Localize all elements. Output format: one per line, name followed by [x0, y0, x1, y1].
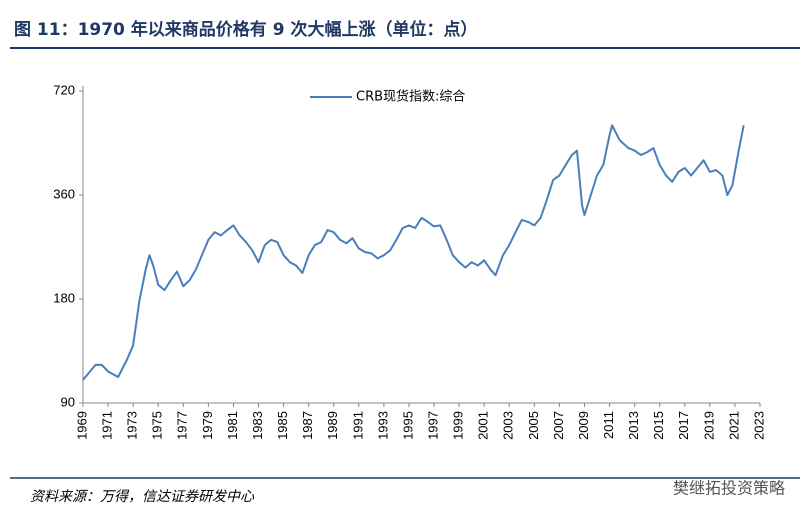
- x-tick-label: 1973: [125, 411, 140, 440]
- x-tick-label: 1975: [150, 411, 165, 440]
- x-tick-label: 2001: [476, 411, 491, 440]
- x-tick-label: 2003: [501, 411, 516, 440]
- y-tick-label: 90: [61, 394, 75, 409]
- x-tick-label: 1983: [250, 411, 265, 440]
- source-note: 资料来源：万得，信达证券研发中心: [30, 489, 255, 505]
- series-line: [82, 124, 745, 381]
- x-tick-label: 1979: [200, 411, 215, 440]
- x-tick-label: 2017: [676, 411, 691, 440]
- y-tick-label: 180: [53, 290, 75, 305]
- x-tick-label: 1993: [375, 411, 390, 440]
- chart-title: 图 11：1970 年以来商品价格有 9 次大幅上涨（单位：点）: [14, 19, 477, 40]
- x-tick-label: 2015: [651, 411, 666, 440]
- y-tick-label: 720: [53, 82, 75, 97]
- x-tick-label: 1969: [74, 411, 89, 440]
- x-tick-label: 2011: [601, 411, 616, 439]
- x-tick-label: 1987: [300, 411, 315, 440]
- x-tick-label: 2021: [726, 411, 741, 440]
- x-tick-label: 1985: [275, 411, 290, 440]
- x-tick-label: 1999: [451, 411, 466, 440]
- x-tick-label: 1991: [350, 411, 365, 440]
- y-tick-label: 360: [53, 186, 75, 201]
- x-tick-label: 1995: [400, 411, 415, 440]
- x-tick-label: 1977: [175, 411, 190, 440]
- x-tick-label: 1981: [225, 411, 240, 440]
- x-tick-label: 2007: [551, 411, 566, 440]
- x-tick-label: 2019: [701, 411, 716, 440]
- x-tick-label: 1989: [325, 411, 340, 440]
- legend-label: CRB现货指数:综合: [356, 89, 465, 105]
- x-tick-label: 2009: [576, 411, 591, 440]
- x-tick-label: 2013: [626, 411, 641, 440]
- x-tick-label: 1971: [100, 411, 115, 440]
- x-tick-label: 2023: [751, 411, 766, 440]
- x-tick-label: 2005: [526, 411, 541, 440]
- x-tick-label: 1997: [425, 411, 440, 440]
- watermark: 樊继拓投资策略: [673, 479, 785, 498]
